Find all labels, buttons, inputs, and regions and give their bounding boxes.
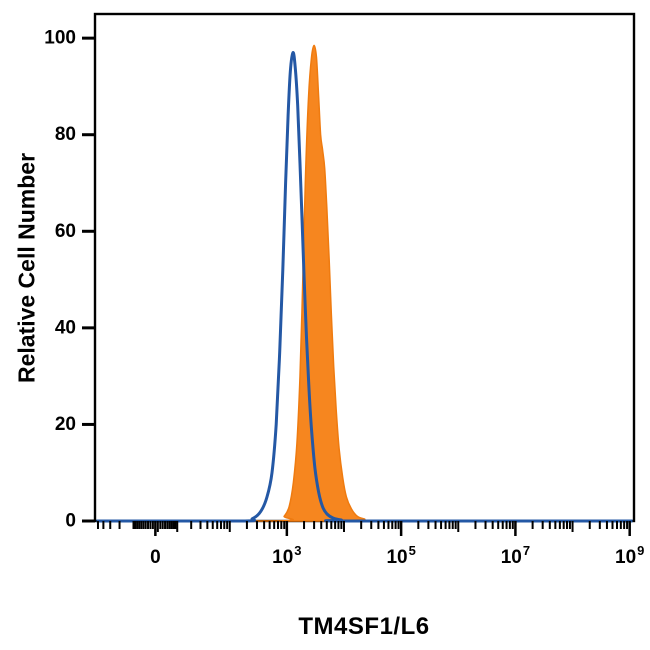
svg-text:105: 105: [386, 543, 415, 568]
svg-text:109: 109: [615, 543, 644, 568]
svg-text:60: 60: [55, 221, 76, 242]
svg-text:107: 107: [501, 543, 530, 568]
series-filled-stained-population: [96, 44, 633, 522]
svg-text:0: 0: [65, 511, 76, 532]
svg-text:103: 103: [272, 543, 301, 568]
x-axis-title: TM4SF1/L6: [298, 613, 430, 640]
svg-text:20: 20: [55, 414, 76, 435]
svg-text:100: 100: [44, 28, 76, 49]
series-open-control-population: [96, 51, 633, 523]
svg-text:80: 80: [55, 124, 76, 145]
y-axis-title: Relative Cell Number: [13, 152, 40, 384]
svg-text:0: 0: [150, 547, 161, 568]
svg-text:40: 40: [55, 317, 76, 338]
